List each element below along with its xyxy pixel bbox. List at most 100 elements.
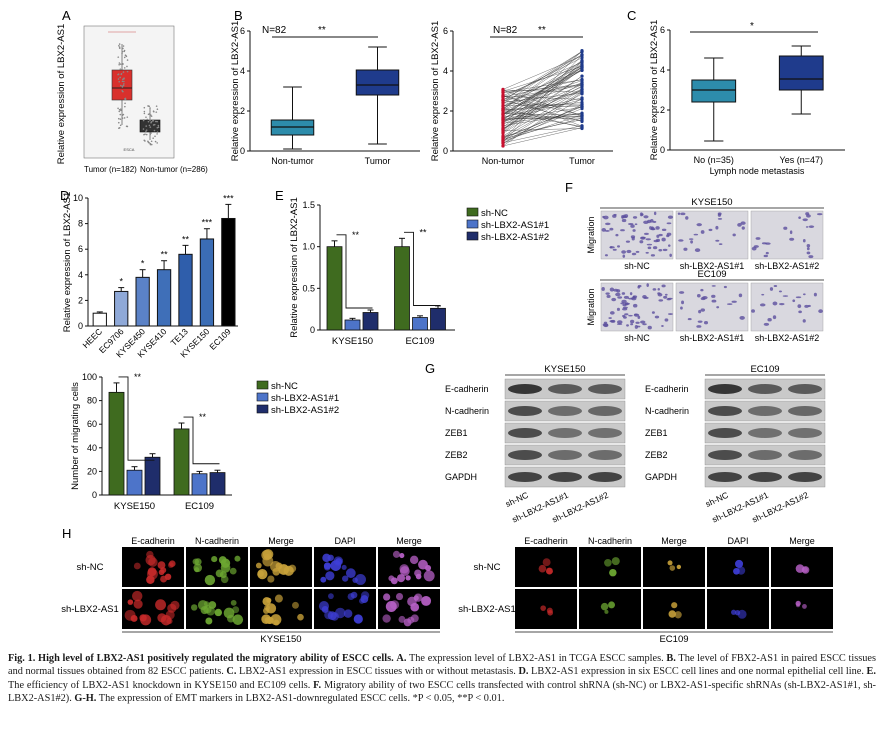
panel-a-sample-dot: [155, 105, 158, 107]
panel-h-cell-signal: [359, 598, 365, 604]
panel-f-migrated-cell: [608, 317, 612, 319]
chartF-y-tick-label: 80: [87, 396, 97, 406]
panel-h-cell-signal: [220, 562, 231, 573]
panel-f-migrated-cell: [666, 232, 672, 236]
panel-f-row-label: Migration: [586, 216, 596, 253]
panel-a-sample-dot: [122, 47, 124, 50]
panel-a-sample-dot: [142, 128, 145, 130]
panel-f-migration-images: KYSE150 Migration sh-NC sh-LBX2-AS1#1 sh-LBX…: [586, 197, 824, 343]
panel-f-migrated-cell: [765, 242, 771, 245]
panel-a-sample-dot: [119, 118, 122, 120]
chartB2-tumor-point: [580, 77, 584, 82]
panel-a-sample-dot: [147, 113, 150, 116]
panel-g-protein-band: [548, 450, 582, 460]
panel-h-cell-signal: [399, 553, 405, 559]
chartB2-tumor-point: [580, 74, 584, 78]
caption-label: E.: [866, 666, 876, 678]
panel-a-sample-dot: [117, 73, 120, 76]
panel-h-cell-signal: [266, 618, 272, 624]
panel-a-sample-dot: [119, 108, 122, 110]
panel-g-protein-band: [508, 472, 542, 482]
panel-f-migrated-cell: [717, 217, 723, 220]
panel-f-migrated-cell: [634, 324, 638, 329]
panel-f-migrated-cell: [624, 313, 629, 316]
panel-f-migrated-cell: [802, 218, 808, 222]
panel-a-sample-dot: [123, 117, 126, 119]
panel-f-migrated-cell: [657, 287, 660, 291]
caption-label: F.: [313, 679, 322, 691]
panel-f-migrated-cell: [630, 235, 636, 239]
panel-h-cell-signal: [538, 564, 547, 573]
panel-f-migrated-cell: [806, 243, 811, 248]
panel-g-cell-line-title: EC109: [750, 364, 779, 375]
panel-f-migrated-cell: [637, 315, 641, 320]
caption-label: C.: [226, 666, 237, 678]
chartB2-pair-line: [502, 90, 583, 115]
panel-f-migrated-cell: [633, 313, 640, 317]
panel-f-migrated-cell: [751, 309, 755, 313]
panel-h-cell-signal: [232, 614, 244, 625]
panel-f-migrated-cell: [806, 247, 810, 251]
chartB2-nontumor-point: [501, 124, 505, 128]
panel-a-sample-dot: [148, 105, 151, 108]
panel-h-cell-signal: [398, 615, 406, 623]
chartF-bar: [126, 469, 143, 496]
chartB2-ylabel: Relative expression of LBX2-AS1: [430, 21, 441, 161]
panel-h-channel-label: N-cadherin: [588, 536, 632, 546]
panel-a-sample-dot: [123, 80, 125, 83]
panel-f-migrated-cell: [778, 302, 785, 306]
panel-h-cell-signal: [157, 613, 167, 623]
panel-f-migrated-cell: [605, 222, 611, 226]
panel-f-migrated-cell: [646, 243, 653, 246]
panel-a-group-tumor: Tumor (n=182): [84, 165, 137, 174]
panel-h-cell-signal: [409, 555, 419, 565]
panel-f-migrated-cell: [680, 212, 686, 216]
panel-f-migrated-cell: [741, 226, 745, 230]
panel-a-sample-dot: [120, 109, 122, 112]
chartB2-pair-line: [502, 92, 583, 103]
chartB2-pair-line: [502, 50, 583, 132]
chartD-bar: [114, 290, 129, 327]
panel-f-migrated-cell: [651, 311, 655, 314]
panel-a-sample-dot: [148, 124, 151, 127]
chartB2-pair-line: [502, 102, 583, 108]
panel-a-sample-dot: [153, 123, 156, 126]
panel-f-migrated-cell: [651, 227, 655, 231]
panel-f-migrated-cell: [696, 325, 702, 328]
chartB1-y-tick-label: 0: [240, 146, 245, 156]
panel-a-sample-dot: [119, 68, 122, 70]
panel-h-cell-signal: [733, 567, 740, 575]
panel-h-channel-label: N-cadherin: [195, 536, 239, 546]
panel-h-immunofluorescence: E-cadherin N-cadherin Merge DAPI Merge sh-NC s…: [61, 536, 833, 645]
chartB2-pair-line: [502, 108, 583, 141]
chartB2-y-tick-label: 6: [443, 26, 448, 36]
panel-a-sample-dot: [119, 76, 121, 79]
panel-a-sample-dot: [121, 80, 124, 83]
panel-h-fluorescence-image: [250, 589, 312, 629]
chartB2-pair-line: [502, 61, 583, 118]
chartB2-pair-line: [502, 70, 583, 115]
panel-h-cell-signal: [353, 614, 363, 624]
chartD-y-tick-label: 4: [78, 270, 83, 280]
panel-f-migrated-cell: [667, 297, 673, 300]
panel-a-sample-dot: [118, 43, 121, 45]
chartE-legend-label: sh-LBX2-AS1#2: [481, 232, 549, 243]
panel-f-migrated-cell: [668, 313, 673, 315]
panel-f-migrated-cell: [761, 293, 765, 296]
panel-h-cell-signal: [170, 600, 180, 611]
panel-f-migrated-cell: [797, 304, 802, 309]
panel-a-sample-dot: [120, 73, 123, 76]
chartF-category-label: KYSE150: [114, 501, 155, 512]
panel-h-cell-signal: [257, 570, 264, 577]
chartB2-nontumor-point: [501, 88, 505, 92]
panel-a-sample-dot: [118, 46, 121, 48]
panel-e-letter: E: [275, 188, 284, 203]
panel-a-sample-dot: [126, 59, 129, 61]
panel-a-sample-dot: [149, 114, 152, 116]
caption-label: A.: [396, 653, 407, 664]
panel-f-migrated-cell: [647, 325, 652, 330]
panel-a-sample-dot: [124, 97, 127, 100]
